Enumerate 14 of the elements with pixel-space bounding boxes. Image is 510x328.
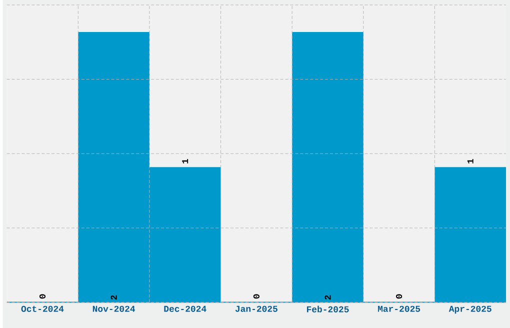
x-tick-label: Mar-2025 xyxy=(378,306,420,312)
data-label: 1 xyxy=(182,158,188,164)
data-label: 2 xyxy=(324,295,331,300)
x-tick-label: Apr-2025 xyxy=(448,306,492,314)
x-tick-label: Feb-2025 xyxy=(306,306,349,312)
x-tick-label: Dec-2024 xyxy=(164,306,206,312)
x-tick-label: Oct-2024 xyxy=(21,306,64,312)
data-label: 0 xyxy=(39,294,46,299)
data-label: 0 xyxy=(253,294,260,299)
data-label: 1 xyxy=(467,158,474,164)
x-tick-label: Jan-2025 xyxy=(235,306,278,312)
x-tick-label: Nov-2024 xyxy=(92,306,136,312)
data-label: 0 xyxy=(396,294,402,299)
data-label: 2 xyxy=(110,295,117,300)
